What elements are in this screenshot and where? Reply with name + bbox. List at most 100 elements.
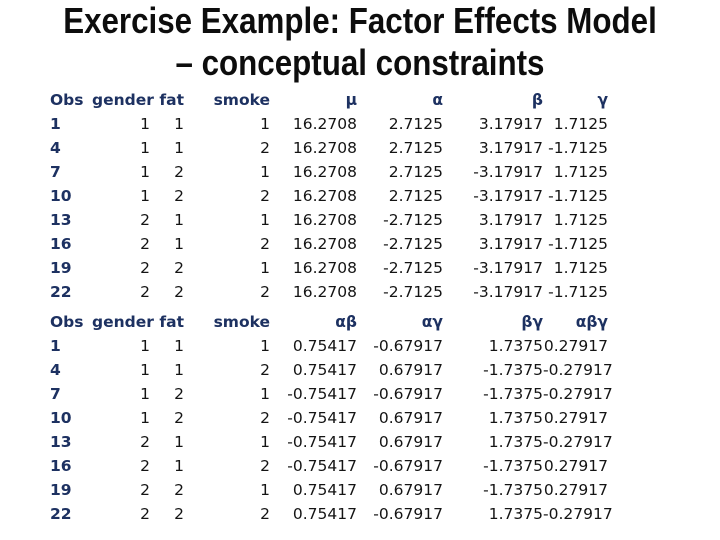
slide-title-line1: Exercise Example: Factor Effects Model <box>63 0 657 41</box>
obs-cell: 10 <box>50 187 72 205</box>
data-cell: 1 <box>174 235 184 253</box>
data-cell: 1 <box>140 385 150 403</box>
table-row: 7 1 2 1 16.2708 2.7125 -3.17917 1.7125 <box>50 160 608 184</box>
table-row: 16 2 1 2 -0.75417 -0.67917 -1.7375 0.27917 <box>50 454 608 478</box>
obs-cell: 22 <box>50 505 72 523</box>
data-cell: 2 <box>174 505 184 523</box>
table-row: 7 1 2 1 -0.75417 -0.67917 -1.7375 -0.27917 <box>50 382 613 406</box>
data-cell: 3.17917 <box>478 139 543 157</box>
data-cell: 2 <box>174 163 184 181</box>
data-cell: 0.67917 <box>378 409 443 427</box>
column-header-5: αγ <box>421 313 443 331</box>
data-cell: 3.17917 <box>478 211 543 229</box>
table-row: 10 1 2 2 16.2708 2.7125 -3.17917 -1.7125 <box>50 184 608 208</box>
obs-cell: 19 <box>50 259 72 277</box>
data-cell: 3.17917 <box>478 235 543 253</box>
table-row: 1 1 1 1 0.75417 -0.67917 1.7375 0.27917 <box>50 334 608 358</box>
data-cell: 2 <box>260 187 270 205</box>
data-cell: 1.7375 <box>488 409 543 427</box>
column-header-1: gender <box>92 313 154 331</box>
data-cell: -1.7125 <box>548 235 608 253</box>
table-row: 16 2 1 2 16.2708 -2.7125 3.17917 -1.7125 <box>50 232 608 256</box>
table-row: 13 2 1 1 -0.75417 0.67917 1.7375 -0.27917 <box>50 430 613 454</box>
data-cell: 16.2708 <box>292 163 357 181</box>
data-cell: 1 <box>260 163 270 181</box>
data-cell: 2 <box>174 481 184 499</box>
data-cell: 1 <box>260 433 270 451</box>
obs-cell: 1 <box>50 337 61 355</box>
column-header-4: αβ <box>335 313 357 331</box>
data-cell: -2.7125 <box>383 235 443 253</box>
data-cell: -0.75417 <box>287 409 357 427</box>
column-header-5: α <box>432 91 443 109</box>
data-cell: 2 <box>260 283 270 301</box>
data-cell: 1 <box>260 211 270 229</box>
data-cell: 0.67917 <box>378 361 443 379</box>
data-cell: 0.27917 <box>543 481 608 499</box>
data-cell: 2 <box>174 409 184 427</box>
data-cell: 1 <box>140 139 150 157</box>
column-header-4: μ <box>345 91 357 109</box>
data-cell: 1.7375 <box>488 505 543 523</box>
obs-cell: 1 <box>50 115 61 133</box>
obs-cell: 4 <box>50 139 61 157</box>
table-row: 13 2 1 1 16.2708 -2.7125 3.17917 1.7125 <box>50 208 608 232</box>
data-cell: 1 <box>174 433 184 451</box>
data-cell: -0.67917 <box>373 457 443 475</box>
slide-title-line2: – conceptual constraints <box>175 42 545 83</box>
obs-cell: 7 <box>50 385 61 403</box>
table-row: 4 1 1 2 0.75417 0.67917 -1.7375 -0.27917 <box>50 358 613 382</box>
column-header-7: αβγ <box>575 313 608 331</box>
factor-effects-table-main: Obs gender fat smoke μ α β γ 1 1 1 1 16.2708 2.7125 3.… <box>50 88 608 304</box>
table-row: 10 1 2 2 -0.75417 0.67917 1.7375 0.27917 <box>50 406 608 430</box>
obs-cell: 22 <box>50 283 72 301</box>
data-cell: 0.27917 <box>543 457 608 475</box>
data-cell: -3.17917 <box>473 283 543 301</box>
data-cell: 2 <box>174 283 184 301</box>
obs-cell: 7 <box>50 163 61 181</box>
data-cell: 16.2708 <box>292 115 357 133</box>
data-cell: 2 <box>140 505 150 523</box>
column-header-2: fat <box>159 91 184 109</box>
obs-cell: 19 <box>50 481 72 499</box>
data-cell: 1 <box>140 163 150 181</box>
data-cell: 0.75417 <box>292 481 357 499</box>
column-header-3: smoke <box>213 91 270 109</box>
data-cell: -1.7375 <box>483 361 543 379</box>
data-cell: -0.27917 <box>543 385 613 403</box>
obs-cell: 16 <box>50 457 72 475</box>
data-cell: 2 <box>260 409 270 427</box>
data-cell: 16.2708 <box>292 187 357 205</box>
data-cell: 1 <box>174 361 184 379</box>
data-cell: -2.7125 <box>383 283 443 301</box>
data-cell: 1 <box>140 187 150 205</box>
column-header-0: Obs <box>50 91 84 109</box>
data-cell: 1 <box>260 337 270 355</box>
data-cell: 2 <box>140 283 150 301</box>
obs-cell: 16 <box>50 235 72 253</box>
data-cell: 2 <box>140 481 150 499</box>
column-header-7: γ <box>597 91 608 109</box>
data-cell: 2 <box>140 259 150 277</box>
data-cell: 1 <box>174 457 184 475</box>
column-header-6: β <box>531 91 543 109</box>
data-cell: 1 <box>260 481 270 499</box>
data-cell: 1.7125 <box>553 259 608 277</box>
data-cell: 1 <box>140 115 150 133</box>
table-row: 1 1 1 1 16.2708 2.7125 3.17917 1.7125 <box>50 112 608 136</box>
data-cell: -2.7125 <box>383 259 443 277</box>
data-cell: -2.7125 <box>383 211 443 229</box>
data-cell: 0.75417 <box>292 505 357 523</box>
data-cell: 1.7125 <box>553 163 608 181</box>
data-cell: -1.7375 <box>483 457 543 475</box>
data-cell: 1 <box>260 115 270 133</box>
data-cell: 16.2708 <box>292 211 357 229</box>
data-cell: 2.7125 <box>388 139 443 157</box>
data-cell: 1 <box>260 385 270 403</box>
data-cell: -1.7375 <box>483 481 543 499</box>
data-cell: 2 <box>260 361 270 379</box>
table-row: 22 2 2 2 0.75417 -0.67917 1.7375 -0.27917 <box>50 502 613 526</box>
data-cell: 1 <box>140 361 150 379</box>
data-cell: 2 <box>174 259 184 277</box>
